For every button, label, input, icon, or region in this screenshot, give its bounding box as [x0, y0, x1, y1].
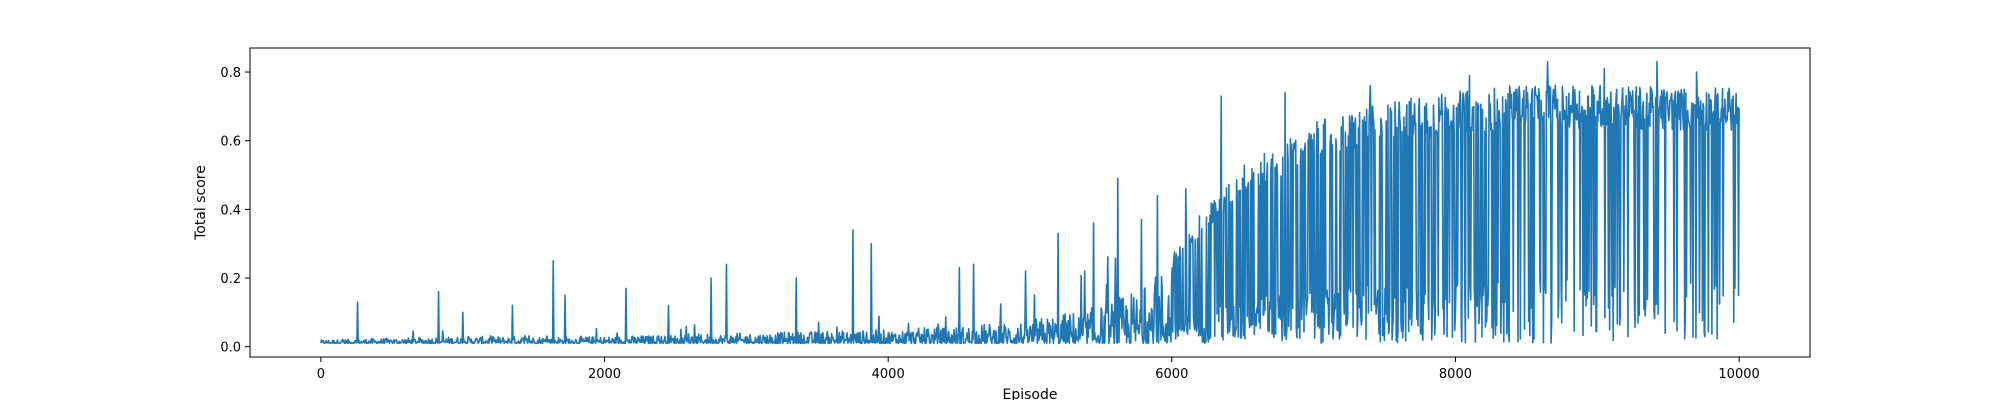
y-tick-label: 0.2	[220, 272, 241, 287]
x-tick-label: 0	[317, 367, 325, 382]
x-axis: 0 2000 4000 6000 8000 10000	[317, 357, 1760, 382]
series-line-total-score	[320, 60, 1740, 345]
x-tick-label: 8000	[1439, 367, 1472, 382]
y-axis: 0.0 0.2 0.4 0.6 0.8	[220, 66, 250, 356]
x-tick-label: 10000	[1718, 367, 1759, 382]
x-axis-label: Episode	[1003, 387, 1058, 400]
series-layer	[320, 60, 1740, 345]
y-axis-label: Total score	[193, 165, 209, 241]
x-tick-label: 2000	[588, 367, 621, 382]
y-tick-label: 0.6	[220, 135, 241, 150]
y-tick-label: 0.8	[220, 66, 241, 81]
x-tick-label: 4000	[872, 367, 905, 382]
y-tick-label: 0.4	[220, 203, 241, 218]
y-tick-label: 0.0	[220, 341, 241, 356]
x-tick-label: 6000	[1155, 367, 1188, 382]
plot-area-frame	[249, 47, 1811, 358]
